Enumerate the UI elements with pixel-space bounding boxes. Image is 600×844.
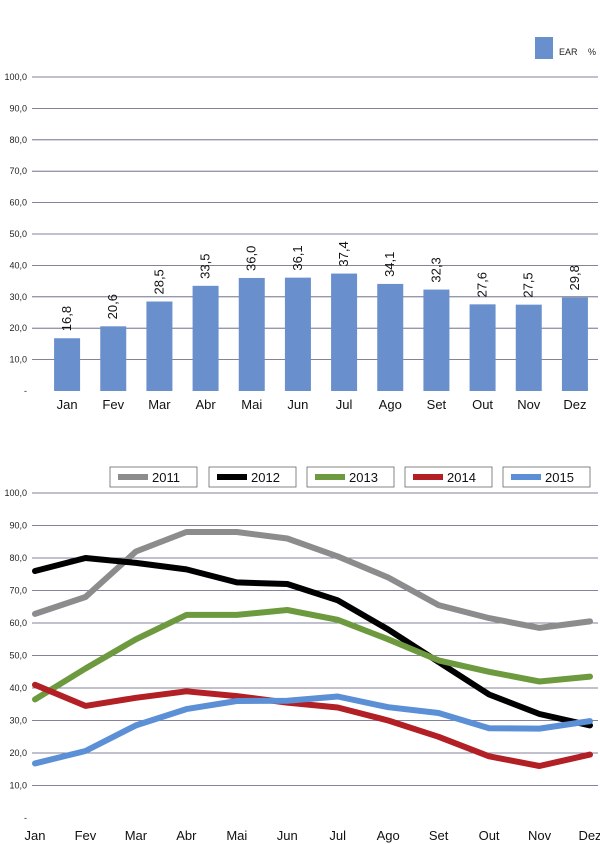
y-tick-label: 30,0: [9, 292, 27, 302]
legend-unit: %: [588, 47, 596, 57]
x-category-label: Mai: [226, 828, 247, 843]
x-category-label: Mar: [125, 828, 148, 843]
y-tick-label: 10,0: [9, 781, 27, 791]
legend-swatch-ear: [535, 37, 553, 59]
legend-label-2012: 2012: [251, 470, 280, 485]
legend-box-2015: [502, 466, 591, 488]
bar-ago: [377, 283, 404, 391]
x-category-label: Jul: [329, 828, 346, 843]
line-legend: 2011 2012 2013 2014 2015: [109, 466, 591, 488]
legend-label-2013: 2013: [349, 470, 378, 485]
x-category-label: Mar: [148, 397, 171, 412]
series-line-2015: [32, 693, 593, 767]
bar-value-label: 32,3: [428, 257, 443, 282]
x-category-label: Jan: [25, 828, 46, 843]
x-category-label: Jun: [277, 828, 298, 843]
bar-chart: - 10,0 20,0 30,0 40,0 50,0 60,0 70,0 80,0 90,0 100…: [4, 37, 598, 412]
x-category-label: Jun: [287, 397, 308, 412]
legend-box-2012: [208, 466, 297, 488]
legend-box-2014: [404, 466, 493, 488]
bar-dez: [561, 297, 588, 391]
series-line-2014: [32, 681, 593, 769]
bar-value-label: 37,4: [336, 241, 351, 266]
x-category-label: Set: [427, 397, 447, 412]
bar-jul: [331, 273, 358, 391]
y-tick-label: -: [24, 813, 27, 823]
bar-value-label: 16,8: [59, 306, 74, 331]
y-tick-label: 60,0: [9, 198, 27, 208]
legend-label-2015: 2015: [545, 470, 574, 485]
y-tick-label: 90,0: [9, 103, 27, 113]
y-tick-label: 80,0: [9, 135, 27, 145]
y-tick-label: 60,0: [9, 618, 27, 628]
bar-mai: [238, 277, 265, 391]
y-tick-label: 100,0: [4, 72, 27, 82]
bar-legend: EAR %: [535, 37, 596, 59]
bar-jan: [54, 338, 81, 391]
bar-set: [423, 289, 450, 391]
x-category-label: Nov: [517, 397, 541, 412]
bar-value-label: 36,0: [244, 246, 259, 271]
x-category-label: Dez: [578, 828, 600, 843]
y-tick-label: 40,0: [9, 260, 27, 270]
bar-abr: [192, 285, 219, 391]
bar-mar: [146, 301, 173, 391]
y-tick-label: 50,0: [9, 229, 27, 239]
bar-value-label: 28,5: [151, 269, 166, 294]
legend-label-ear: EAR: [559, 47, 578, 57]
bar-value-label: 36,1: [290, 245, 305, 270]
y-tick-label: 30,0: [9, 716, 27, 726]
x-category-label: Set: [429, 828, 449, 843]
x-category-label: Ago: [379, 397, 402, 412]
y-tick-label: -: [24, 386, 27, 396]
x-category-label: Ago: [377, 828, 400, 843]
legend-label-2014: 2014: [447, 470, 476, 485]
y-tick-label: 10,0: [9, 355, 27, 365]
y-tick-label: 50,0: [9, 651, 27, 661]
y-tick-label: 40,0: [9, 683, 27, 693]
x-category-label: Fev: [102, 397, 124, 412]
y-tick-label: 70,0: [9, 166, 27, 176]
series-line-2012: [32, 555, 593, 729]
y-tick-label: 20,0: [9, 323, 27, 333]
x-category-label: Nov: [528, 828, 552, 843]
bar-value-label: 27,5: [521, 272, 536, 297]
y-tick-label: 80,0: [9, 553, 27, 563]
x-category-label: Abr: [195, 397, 216, 412]
bar-out: [469, 304, 496, 391]
line-chart: - 10,0 20,0 30,0 40,0 50,0 60,0 70,0 80,0 90,0 100…: [4, 466, 600, 843]
x-category-label: Dez: [563, 397, 586, 412]
x-category-label: Out: [472, 397, 493, 412]
bar-fev: [100, 326, 127, 391]
bar-value-label: 20,6: [105, 294, 120, 319]
bar-value-label: 29,8: [567, 265, 582, 290]
x-category-label: Jan: [57, 397, 78, 412]
bar-nov: [515, 304, 542, 391]
legend-box-2013: [306, 466, 395, 488]
y-tick-label: 100,0: [4, 488, 27, 498]
x-category-label: Out: [479, 828, 500, 843]
y-tick-label: 20,0: [9, 748, 27, 758]
legend-label-2011: 2011: [152, 470, 180, 485]
bar-value-label: 27,6: [475, 272, 490, 297]
y-tick-label: 90,0: [9, 521, 27, 531]
bar-jun: [284, 277, 311, 391]
legend-box-2011: [109, 466, 198, 488]
series-line-2013: [32, 607, 593, 703]
x-category-label: Jul: [336, 397, 353, 412]
y-tick-label: 70,0: [9, 586, 27, 596]
x-category-label: Abr: [176, 828, 197, 843]
x-category-label: Fev: [75, 828, 97, 843]
bar-value-label: 34,1: [382, 252, 397, 277]
x-category-label: Mai: [241, 397, 262, 412]
bar-value-label: 33,5: [198, 253, 213, 278]
